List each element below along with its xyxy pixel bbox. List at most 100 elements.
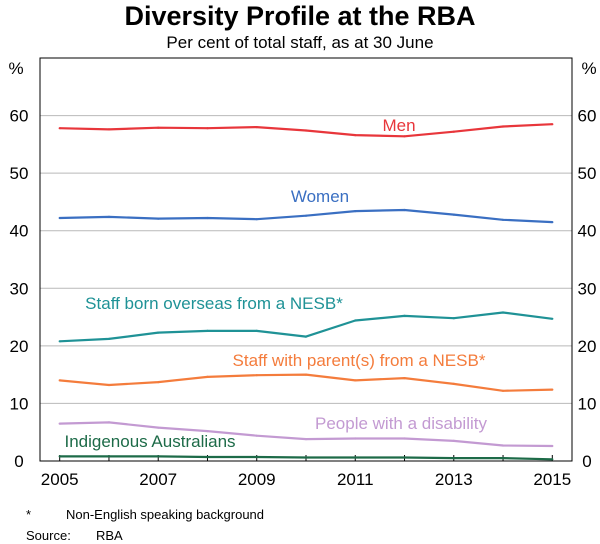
series-point-5-2011: [354, 456, 357, 459]
series-point-2-2007: [157, 331, 160, 334]
series-point-2-2013: [452, 317, 455, 320]
series-point-5-2008: [206, 455, 209, 459]
series-point-0-2007: [157, 126, 160, 129]
series-point-3-2005: [58, 379, 61, 382]
y-tick-label-right-30: 30: [578, 279, 597, 298]
series-label-4: People with a disability: [315, 414, 487, 433]
series-point-4-2006: [107, 421, 111, 424]
series-point-3-2013: [452, 382, 455, 385]
y-tick-label-right-0: 0: [582, 452, 591, 471]
series-point-3-2012: [403, 377, 406, 380]
series-point-4-2010: [304, 438, 308, 441]
y-tick-label-right-10: 10: [578, 394, 597, 413]
series-point-0-2009: [255, 126, 258, 129]
series-point-2-2006: [107, 337, 111, 340]
series-point-2-2015: [551, 317, 554, 320]
y-tick-label-right-40: 40: [578, 222, 597, 241]
series-point-1-2005: [58, 216, 61, 220]
series-label-5: Indigenous Australians: [64, 432, 235, 451]
series-point-3-2015: [551, 388, 554, 391]
series-point-0-2014: [501, 125, 505, 128]
y-axis-unit-right: %: [581, 59, 596, 78]
chart-subtitle: Per cent of total staff, as at 30 June: [166, 33, 434, 52]
series-point-4-2015: [551, 444, 554, 448]
x-tick-label-2009: 2009: [238, 470, 276, 489]
footnote-marker: *: [26, 507, 32, 522]
source-note: Source: RBA: [26, 528, 123, 544]
series-point-2-2005: [58, 340, 61, 343]
series-label-3: Staff with parent(s) from a NESB*: [233, 351, 486, 370]
series-point-5-2013: [452, 457, 455, 460]
chart-title: Diversity Profile at the RBA: [124, 1, 476, 31]
plot-frame: [39, 57, 573, 462]
series-point-1-2009: [255, 218, 258, 221]
y-tick-label-left-20: 20: [10, 337, 29, 356]
series-point-1-2015: [551, 221, 554, 224]
series-point-3-2009: [255, 374, 258, 377]
footnote-text: Non-English speaking background: [66, 507, 265, 522]
series-point-3-2010: [304, 373, 308, 376]
series-point-0-2008: [206, 127, 209, 130]
series-point-0-2015: [551, 123, 554, 126]
x-tick-label-2011: 2011: [337, 470, 374, 489]
series-label-2: Staff born overseas from a NESB*: [85, 294, 343, 313]
series-point-4-2011: [354, 437, 357, 440]
y-tick-label-left-0: 0: [14, 452, 23, 471]
source-text: RBA: [96, 528, 123, 543]
series-point-0-2010: [304, 129, 308, 132]
series-point-3-2011: [354, 379, 357, 382]
series-point-5-2005: [58, 455, 61, 458]
footnote: * Non-English speaking background: [26, 507, 264, 523]
y-tick-label-right-20: 20: [578, 337, 597, 356]
series-point-0-2012: [403, 135, 406, 138]
series-point-2-2012: [403, 314, 406, 317]
series-point-2-2011: [354, 319, 357, 322]
series-point-2-2014: [501, 311, 505, 314]
y-tick-label-left-40: 40: [10, 222, 29, 241]
series-point-4-2014: [501, 444, 505, 447]
series-point-1-2010: [304, 214, 308, 217]
series-point-0-2006: [107, 128, 111, 131]
series-point-2-2010: [304, 335, 308, 338]
series-point-4-2007: [157, 426, 160, 429]
series-point-1-2008: [206, 216, 209, 220]
series-point-4-2008: [206, 430, 209, 433]
series-point-3-2006: [107, 383, 111, 387]
series-point-5-2009: [255, 455, 258, 459]
y-tick-label-right-50: 50: [578, 164, 597, 183]
series-point-4-2013: [452, 439, 455, 442]
series-point-3-2007: [157, 381, 160, 384]
y-tick-label-left-50: 50: [10, 164, 29, 183]
series-label-0: Men: [382, 116, 415, 135]
x-tick-label-2007: 2007: [139, 470, 177, 489]
series-point-0-2013: [452, 130, 455, 133]
y-tick-label-right-60: 60: [578, 107, 597, 126]
series-point-1-2013: [452, 213, 455, 216]
series-point-4-2005: [58, 422, 61, 425]
series-point-5-2006: [107, 455, 111, 458]
series-point-5-2010: [304, 456, 308, 459]
x-tick-label-2005: 2005: [41, 470, 79, 489]
series-point-5-2014: [501, 457, 505, 460]
x-tick-label-2015: 2015: [533, 470, 571, 489]
x-tick-label-2013: 2013: [435, 470, 473, 489]
y-tick-label-left-30: 30: [10, 279, 29, 298]
series-point-0-2011: [354, 134, 357, 137]
y-axis-unit-left: %: [8, 59, 23, 78]
series-point-5-2007: [157, 455, 160, 458]
y-tick-label-left-60: 60: [10, 107, 29, 126]
series-point-1-2014: [501, 218, 505, 221]
series-point-2-2009: [255, 329, 258, 332]
series-point-1-2012: [403, 208, 406, 212]
series-point-4-2009: [255, 434, 258, 437]
series-point-4-2012: [403, 437, 406, 440]
y-tick-label-left-10: 10: [10, 394, 29, 413]
series-point-5-2012: [403, 456, 406, 459]
series-point-1-2006: [107, 215, 111, 218]
series-point-3-2008: [206, 375, 209, 378]
series-point-0-2005: [58, 127, 61, 130]
series-point-1-2007: [157, 217, 160, 220]
series-point-3-2014: [501, 389, 505, 392]
series-point-2-2008: [206, 329, 209, 332]
